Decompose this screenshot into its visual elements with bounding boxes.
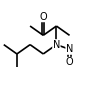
Text: O: O (66, 57, 73, 67)
Text: N: N (66, 44, 73, 54)
Text: N: N (53, 40, 60, 50)
Text: O: O (39, 12, 47, 22)
